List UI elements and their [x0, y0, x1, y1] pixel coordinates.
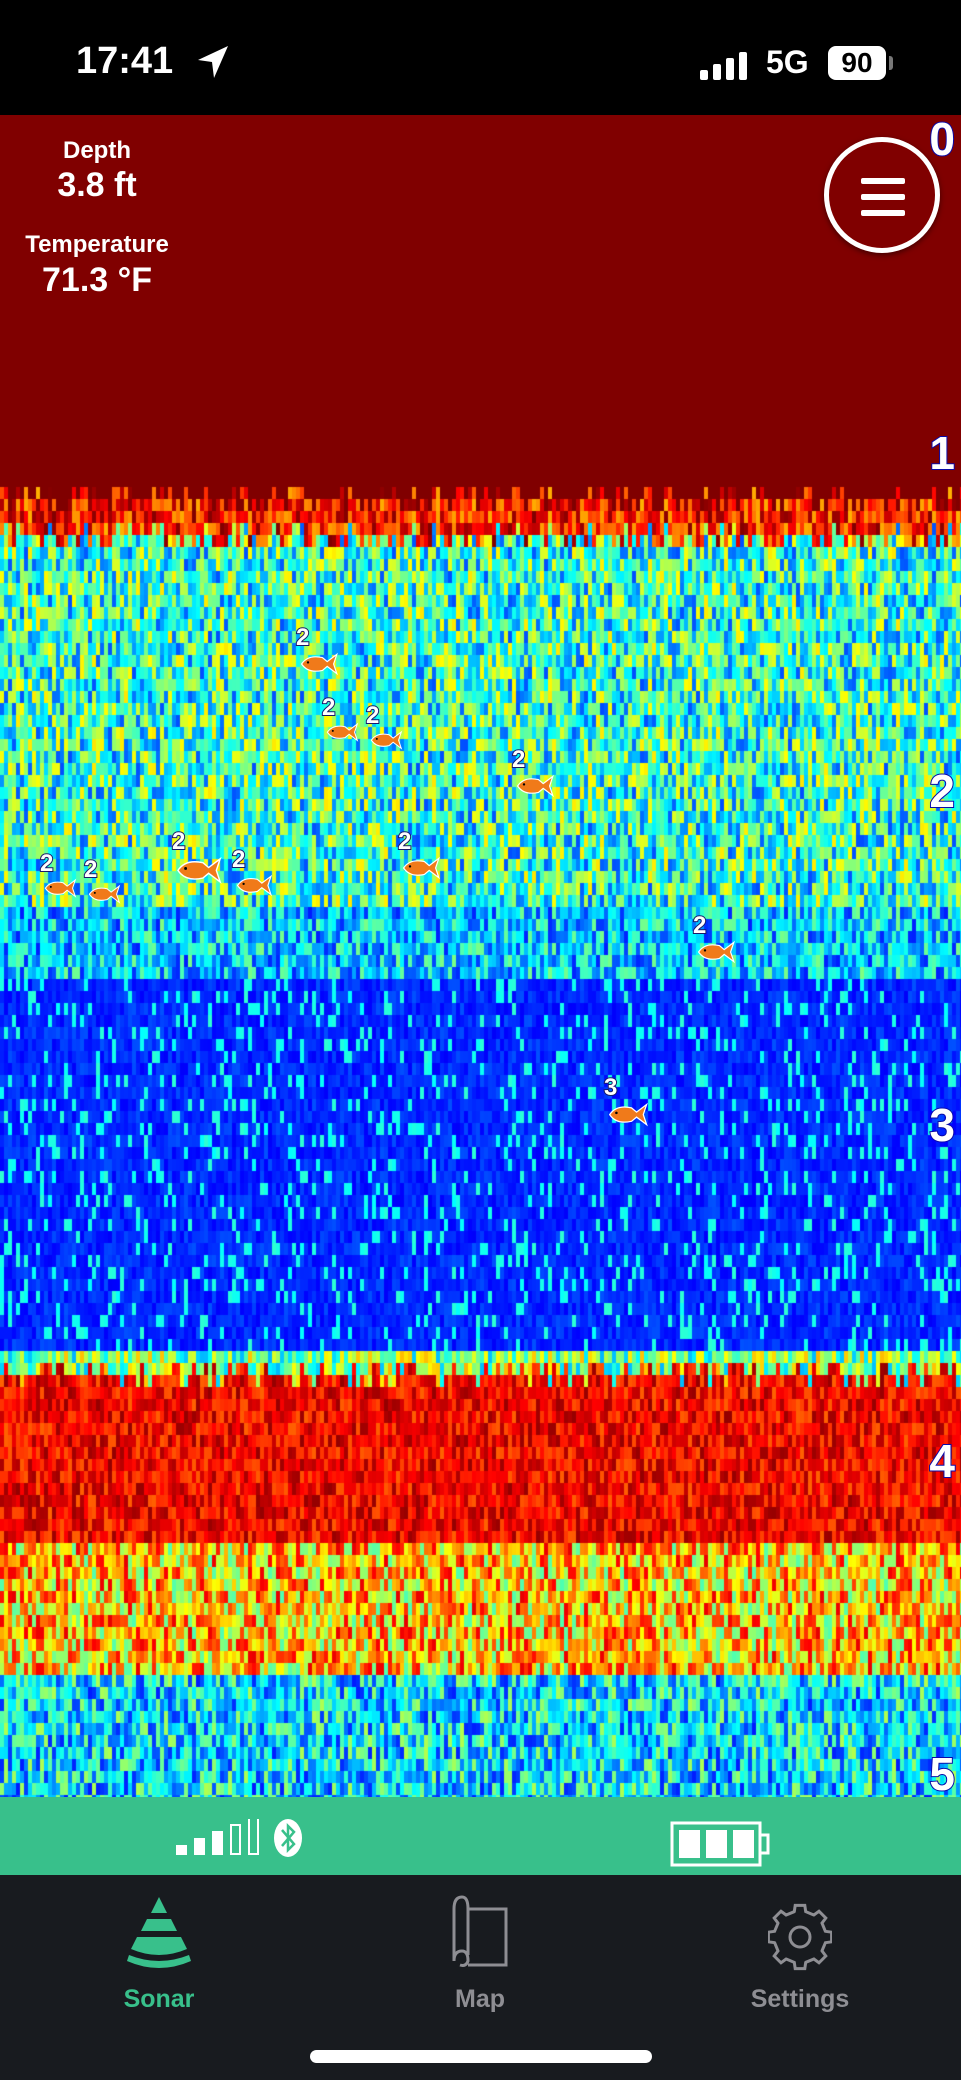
fish-icon: [300, 652, 338, 676]
fish-icon: [44, 878, 77, 898]
battery-level: 90: [828, 46, 886, 80]
fish-icon: [370, 730, 403, 750]
fish-icon: [402, 856, 440, 880]
fish-icon: [177, 856, 222, 884]
fish-icon: [697, 940, 735, 964]
tab-map-label: Map: [455, 1985, 505, 2013]
fish-marker: 2: [321, 693, 360, 747]
cellular-signal-icon: [700, 52, 747, 80]
depth-scale-2: 2: [928, 764, 956, 818]
temperature-value: 71.3 °F: [42, 261, 152, 299]
depth-scale-4: 4: [928, 1434, 956, 1488]
sonar-icon: [127, 1897, 191, 1968]
fish-marker: 2: [365, 701, 404, 755]
fish-marker: 2: [692, 911, 737, 969]
fish-depth-count: 2: [231, 845, 246, 874]
fish-marker: 2: [171, 827, 224, 890]
fish-depth-count: 2: [692, 911, 707, 940]
fish-icon: [516, 774, 554, 798]
network-type: 5G: [766, 44, 809, 80]
tab-sonar[interactable]: Sonar: [59, 1895, 259, 2014]
fish-marker: 2: [39, 849, 78, 903]
depth-scale-3: 3: [928, 1098, 956, 1152]
fish-depth-count: 2: [321, 693, 336, 722]
clock: 17:41: [76, 40, 174, 82]
map-icon: [452, 1895, 508, 1967]
location-arrow-icon: [198, 46, 228, 78]
tab-sonar-label: Sonar: [123, 1985, 195, 2013]
sonar-echogram: [0, 115, 961, 1797]
tab-bar: Sonar Map Settings: [0, 1875, 961, 2080]
fish-depth-count: 3: [603, 1073, 618, 1102]
fish-depth-count: 2: [39, 849, 54, 878]
fish-icon: [608, 1102, 648, 1127]
battery-icon: [889, 56, 893, 70]
temperature-label: Temperature: [25, 231, 169, 258]
tab-settings-label: Settings: [750, 1985, 850, 2013]
depth-label: Depth: [63, 137, 131, 164]
status-bar: 17:41 5G 90: [0, 0, 961, 115]
depth-scale-5: 5: [928, 1747, 956, 1801]
device-status-bar: [0, 1797, 961, 1875]
hamburger-icon: [861, 178, 905, 184]
menu-button[interactable]: [824, 137, 940, 253]
depth-value: 3.8 ft: [57, 166, 137, 204]
fish-marker: 2: [511, 745, 556, 803]
sonar-signal-bluetooth-icon: [176, 1819, 302, 1857]
fish-depth-count: 2: [511, 745, 526, 774]
home-indicator[interactable]: [310, 2050, 652, 2063]
fish-icon: [326, 722, 359, 742]
fish-marker: 2: [295, 623, 340, 681]
fish-marker: 2: [83, 855, 122, 909]
tab-map[interactable]: Map: [380, 1895, 580, 2014]
fish-icon: [236, 874, 273, 897]
fish-marker: 3: [603, 1073, 650, 1132]
device-battery-icon: [670, 1821, 770, 1867]
fish-marker: 2: [397, 827, 442, 885]
gear-icon: [768, 1903, 832, 1971]
fish-depth-count: 2: [171, 827, 186, 856]
fish-marker: 2: [231, 845, 274, 902]
fish-depth-count: 2: [295, 623, 310, 652]
fish-depth-count: 2: [397, 827, 412, 856]
fish-depth-count: 2: [83, 855, 98, 884]
depth-scale-0: 0: [928, 112, 956, 166]
sonar-display[interactable]: [0, 115, 961, 1797]
fish-depth-count: 2: [365, 701, 380, 730]
fish-icon: [88, 884, 121, 904]
depth-scale-1: 1: [928, 426, 956, 480]
tab-settings[interactable]: Settings: [700, 1895, 900, 2014]
